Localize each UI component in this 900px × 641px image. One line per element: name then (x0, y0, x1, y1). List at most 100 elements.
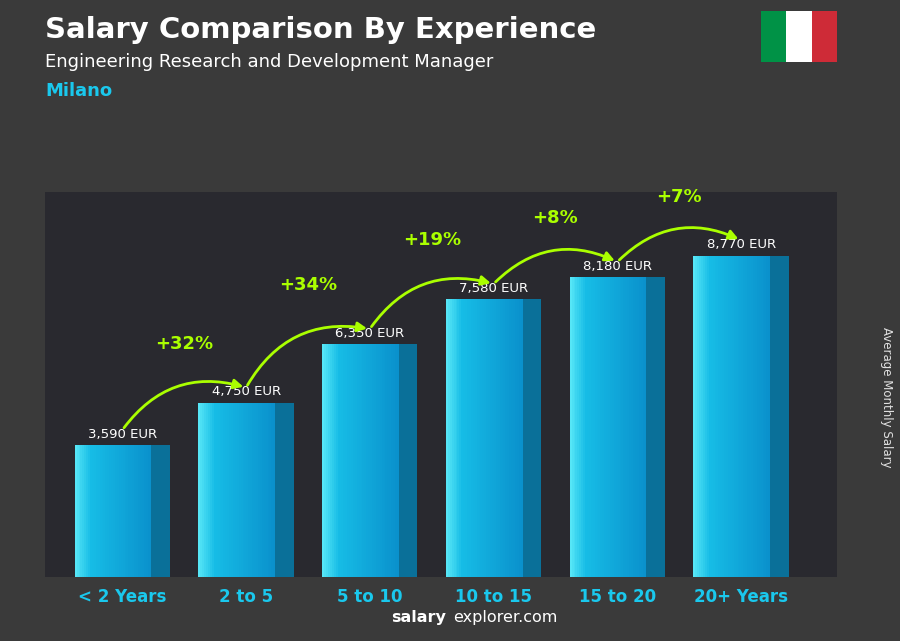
Bar (494, 299, 496, 577)
Bar (749, 256, 751, 577)
Bar (573, 278, 575, 577)
Bar (701, 256, 703, 577)
Bar (374, 344, 376, 577)
Bar (144, 445, 146, 577)
Bar (595, 278, 597, 577)
Bar (208, 403, 210, 577)
Bar (492, 299, 494, 577)
Bar (786, 12, 812, 62)
Bar (597, 278, 598, 577)
Bar (735, 256, 738, 577)
Bar (351, 344, 353, 577)
Bar (90, 445, 92, 577)
Bar (745, 256, 747, 577)
Bar (448, 299, 450, 577)
Bar (330, 344, 332, 577)
Bar (471, 299, 473, 577)
Bar (380, 344, 382, 577)
Bar (619, 278, 622, 577)
Bar (361, 344, 363, 577)
Bar (742, 256, 743, 577)
Bar (694, 256, 696, 577)
Bar (225, 403, 227, 577)
Text: +34%: +34% (279, 276, 337, 294)
Text: Milano: Milano (45, 82, 112, 100)
Bar (726, 256, 728, 577)
Text: 4,750 EUR: 4,750 EUR (212, 385, 281, 398)
Polygon shape (646, 278, 665, 577)
Bar (132, 445, 134, 577)
Bar (583, 278, 585, 577)
Bar (343, 344, 346, 577)
Bar (627, 278, 629, 577)
Bar (724, 256, 726, 577)
Bar (368, 344, 370, 577)
Bar (111, 445, 113, 577)
Bar (580, 278, 581, 577)
Bar (231, 403, 233, 577)
Bar (769, 256, 770, 577)
Bar (230, 403, 231, 577)
Bar (338, 344, 339, 577)
Bar (385, 344, 387, 577)
Bar (486, 299, 488, 577)
Bar (324, 344, 326, 577)
Bar (706, 256, 709, 577)
Bar (127, 445, 129, 577)
Bar (339, 344, 341, 577)
Bar (581, 278, 583, 577)
Bar (92, 445, 94, 577)
Bar (484, 299, 486, 577)
Bar (105, 445, 107, 577)
Bar (498, 299, 500, 577)
Text: Average Monthly Salary: Average Monthly Salary (880, 327, 893, 468)
Bar (115, 445, 117, 577)
Bar (590, 278, 593, 577)
Bar (390, 344, 392, 577)
Bar (521, 299, 523, 577)
Bar (501, 299, 503, 577)
Bar (85, 445, 86, 577)
Bar (238, 403, 240, 577)
Bar (382, 344, 383, 577)
Bar (637, 278, 639, 577)
Bar (355, 344, 356, 577)
Text: +7%: +7% (656, 188, 702, 206)
Bar (696, 256, 698, 577)
Bar (606, 278, 608, 577)
Bar (347, 344, 349, 577)
Bar (452, 299, 454, 577)
Bar (366, 344, 368, 577)
Bar (759, 256, 760, 577)
Bar (88, 445, 90, 577)
Bar (464, 299, 465, 577)
Bar (397, 344, 399, 577)
Bar (271, 403, 274, 577)
Bar (587, 278, 589, 577)
Bar (98, 445, 100, 577)
Bar (243, 403, 245, 577)
Bar (716, 256, 718, 577)
Bar (593, 278, 595, 577)
Bar (86, 445, 88, 577)
Bar (600, 278, 602, 577)
Bar (78, 445, 80, 577)
Bar (322, 344, 324, 577)
Bar (732, 256, 733, 577)
Polygon shape (770, 256, 788, 577)
Bar (705, 256, 706, 577)
Bar (326, 344, 328, 577)
Text: 8,180 EUR: 8,180 EUR (583, 260, 652, 272)
Bar (631, 278, 633, 577)
Bar (457, 299, 459, 577)
Bar (107, 445, 109, 577)
Text: +8%: +8% (533, 209, 579, 228)
Bar (633, 278, 634, 577)
Polygon shape (523, 299, 541, 577)
Bar (395, 344, 397, 577)
Polygon shape (275, 403, 293, 577)
Bar (256, 403, 258, 577)
Bar (639, 278, 641, 577)
Bar (589, 278, 590, 577)
Bar (481, 299, 482, 577)
